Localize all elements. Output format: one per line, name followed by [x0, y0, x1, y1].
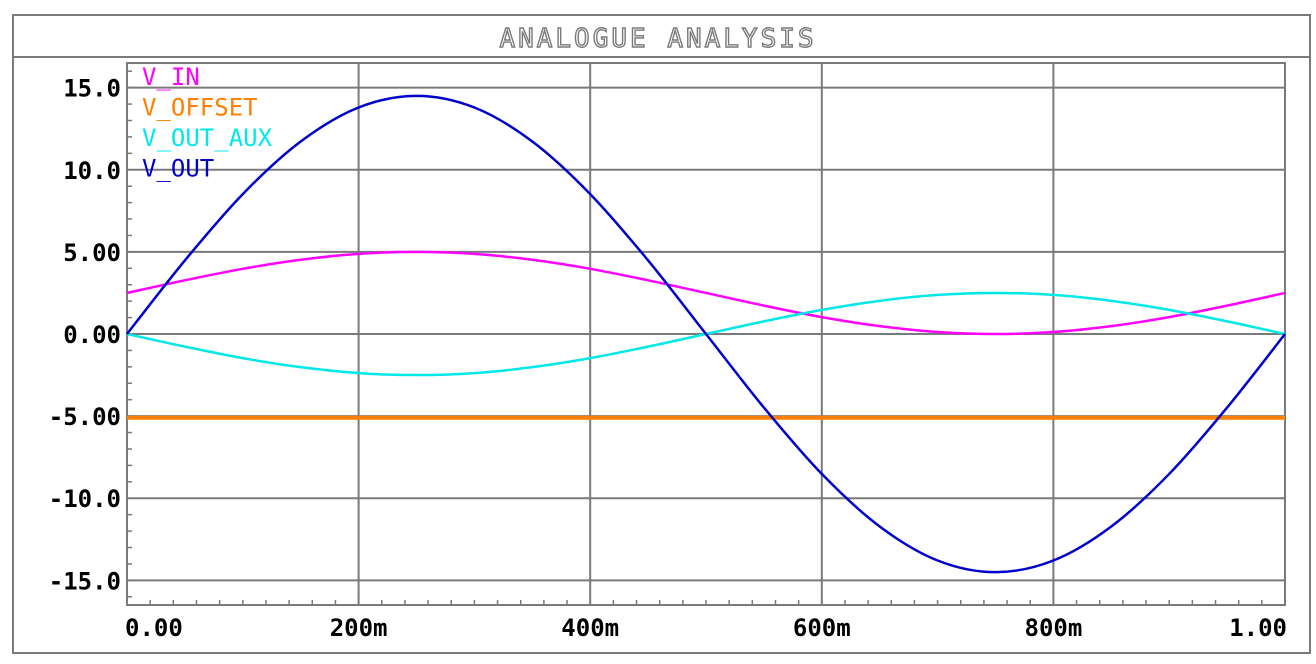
y-tick-label: 10.0: [63, 157, 121, 185]
x-tick-label: 600m: [793, 614, 851, 642]
title-bar[interactable]: [12, 14, 1311, 58]
x-tick-label: 0.00: [125, 614, 183, 642]
y-tick-label: 15.0: [63, 75, 121, 103]
series-layer: [126, 94, 1286, 574]
y-tick-label: 0.00: [63, 321, 121, 349]
x-tick-label: 400m: [561, 614, 619, 642]
x-tick-label: 800m: [1025, 614, 1083, 642]
minor-tick-marks: [126, 70, 1286, 605]
y-tick-label: -10.0: [49, 485, 121, 513]
y-tick-label: 5.00: [63, 239, 121, 267]
legend-entry-v-in[interactable]: V_IN: [142, 63, 200, 91]
x-axis-tick-labels: 0.00 200m 400m 600m 800m 1.00: [125, 614, 1287, 642]
legend-entry-v-out[interactable]: V_OUT: [142, 155, 214, 183]
legend-entry-v-out-aux[interactable]: V_OUT_AUX: [142, 124, 273, 152]
graph-title: ANALOGUE ANALYSIS: [499, 24, 816, 54]
legend-entry-v-offset[interactable]: V_OFFSET: [142, 94, 258, 122]
x-tick-label: 1.00: [1229, 614, 1287, 642]
x-tick-label: 200m: [330, 614, 388, 642]
y-tick-label: -15.0: [49, 567, 121, 595]
y-tick-label: -5.00: [49, 403, 121, 431]
y-axis-tick-labels: 15.0 10.0 5.00 0.00 -5.00 -10.0 -15.0: [49, 75, 121, 596]
